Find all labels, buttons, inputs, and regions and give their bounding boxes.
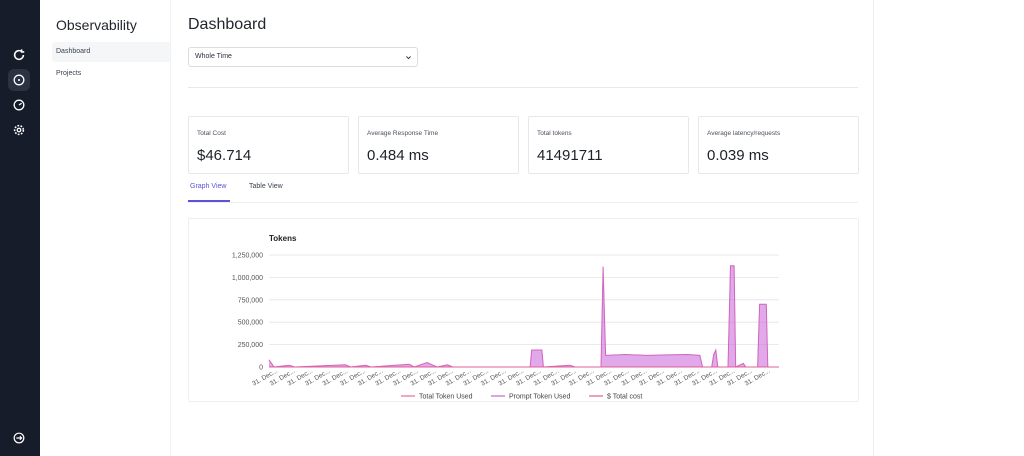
sidebar-item-projects[interactable]: Projects	[56, 70, 82, 77]
gauge-icon[interactable]	[8, 94, 30, 116]
crosshair-icon[interactable]	[8, 69, 30, 91]
sidebar-item-dashboard[interactable]: Dashboard	[52, 42, 198, 62]
active-tab-indicator	[188, 200, 230, 202]
time-range-select[interactable]: Whole Time	[188, 47, 418, 67]
divider	[188, 87, 858, 88]
stat-label: Total tokens	[537, 130, 572, 137]
legend-label: Prompt Token Used	[509, 394, 570, 401]
tokens-chart-panel: Tokens 0 250,000 500,000 750,000 1,000,000 1,2…	[188, 218, 859, 402]
stat-value: 0.484 ms	[367, 147, 429, 164]
y-tick-label: 0	[259, 365, 263, 372]
chart-title: Tokens	[269, 234, 297, 243]
stat-card-avg-response-time: Average Response Time 0.484 ms	[358, 116, 519, 174]
y-tick-label: 750,000	[238, 297, 263, 304]
stat-label: Average latency/requests	[707, 130, 781, 137]
brand-title: Observability	[56, 17, 137, 33]
tokens-chart: Tokens 0 250,000 500,000 750,000 1,000,000 1,2…	[232, 234, 779, 401]
stat-card-avg-latency: Average latency/requests 0.039 ms	[698, 116, 859, 174]
icon-rail	[0, 0, 40, 456]
stat-value: $46.714	[197, 147, 252, 164]
y-tick-label: 250,000	[238, 342, 263, 349]
legend-label: Total Token Used	[419, 394, 473, 401]
stat-card-total-tokens: Total tokens 41491711	[528, 116, 689, 174]
stat-label: Average Response Time	[367, 130, 439, 137]
settings-icon[interactable]	[8, 119, 30, 141]
y-tick-label: 1,250,000	[232, 253, 263, 260]
stat-label: Total Cost	[197, 130, 226, 137]
main-content: Dashboard Whole Time Total Cost $46.714 …	[170, 0, 874, 456]
tab-table-view[interactable]: Table View	[249, 183, 283, 190]
tabs-divider	[188, 202, 858, 203]
sidebar: Observability Dashboard Projects	[40, 0, 198, 456]
legend-label: $ Total cost	[607, 394, 642, 401]
stat-value: 41491711	[537, 147, 603, 164]
prompt-token-area	[269, 265, 779, 367]
y-tick-label: 1,000,000	[232, 275, 263, 282]
prompt-token-line	[268, 265, 779, 368]
tab-graph-view[interactable]: Graph View	[190, 183, 227, 190]
chevron-down-icon	[406, 56, 411, 60]
logout-icon[interactable]	[8, 427, 30, 449]
refresh-icon[interactable]	[8, 44, 30, 66]
stat-value: 0.039 ms	[707, 147, 769, 164]
stat-card-total-cost: Total Cost $46.714	[188, 116, 349, 174]
y-tick-label: 500,000	[238, 320, 263, 327]
total-token-line	[268, 265, 779, 368]
time-range-value: Whole Time	[195, 53, 232, 60]
page-title: Dashboard	[188, 16, 267, 33]
